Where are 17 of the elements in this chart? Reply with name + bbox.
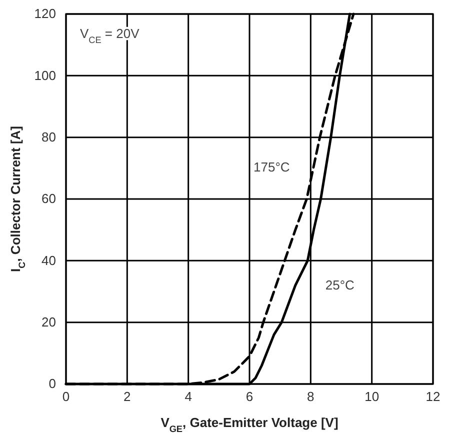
x-tick-label: 8 — [307, 389, 314, 404]
y-tick-label: 120 — [34, 6, 56, 22]
y-tick-label: 40 — [42, 252, 56, 268]
x-axis-title: V$_{GE}$, Gate-Emitter Voltage [V] — [160, 415, 338, 434]
x-tick-label: 0 — [62, 389, 70, 404]
y-tick-label: 100 — [34, 68, 56, 83]
y-tick-label: 0 — [48, 376, 56, 392]
x-tick-label: 4 — [184, 389, 192, 404]
x-tick-label: 12 — [426, 389, 440, 404]
y-tick-label: 20 — [42, 314, 56, 330]
series-label: 25°C — [325, 277, 354, 292]
x-tick-label: 10 — [364, 389, 380, 404]
series-label: 175°C — [254, 159, 290, 174]
x-tick-label: 2 — [124, 389, 131, 404]
x-tick-label: 6 — [246, 389, 254, 404]
y-tick-label: 80 — [42, 129, 56, 144]
y-tick-label: 60 — [42, 191, 56, 206]
